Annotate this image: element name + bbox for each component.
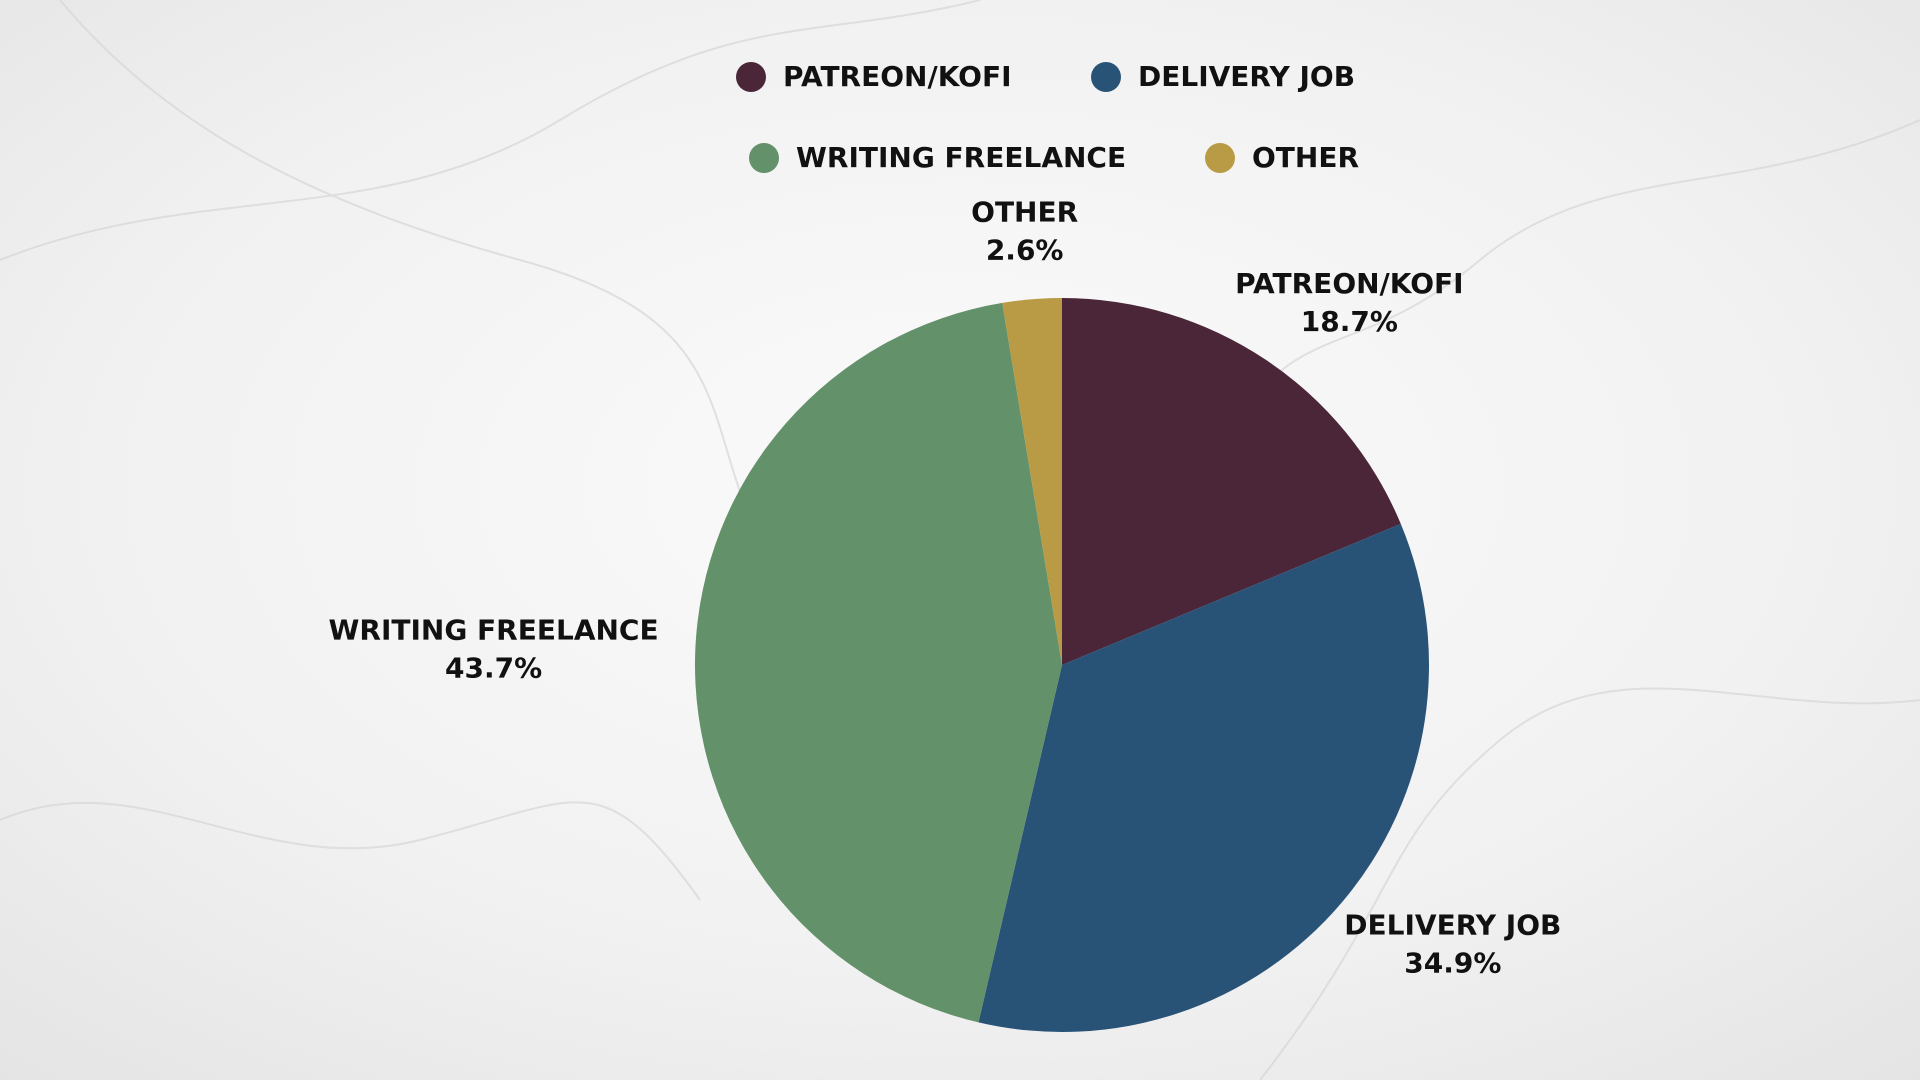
data-label-value: 2.6% <box>986 234 1064 267</box>
legend-label: DELIVERY JOB <box>1138 60 1355 93</box>
legend-swatch <box>1205 143 1235 173</box>
legend-label: PATREON/KOFI <box>783 60 1011 93</box>
data-label-value: 34.9% <box>1404 946 1501 979</box>
legend-label: WRITING FREELANCE <box>796 141 1126 174</box>
data-label: PATREON/KOFI 18.7% <box>1235 267 1463 338</box>
legend-swatch <box>1091 62 1121 92</box>
data-label-value: 18.7% <box>1301 305 1398 338</box>
legend-label: OTHER <box>1252 141 1359 174</box>
legend-swatch <box>736 62 766 92</box>
data-label-name: PATREON/KOFI <box>1235 267 1463 300</box>
data-label: WRITING FREELANCE 43.7% <box>329 614 659 685</box>
data-label-value: 43.7% <box>445 652 542 685</box>
data-label: DELIVERY JOB 34.9% <box>1344 908 1561 979</box>
data-label: OTHER 2.6% <box>971 196 1078 267</box>
data-label-name: DELIVERY JOB <box>1344 908 1561 941</box>
pie-slice <box>1002 298 1062 665</box>
data-label-name: OTHER <box>971 196 1078 229</box>
pie-slice <box>1062 298 1401 665</box>
pie-slice <box>695 302 1062 1023</box>
legend-swatch <box>749 143 779 173</box>
data-label-name: WRITING FREELANCE <box>329 614 659 647</box>
pie-slice <box>978 523 1429 1032</box>
